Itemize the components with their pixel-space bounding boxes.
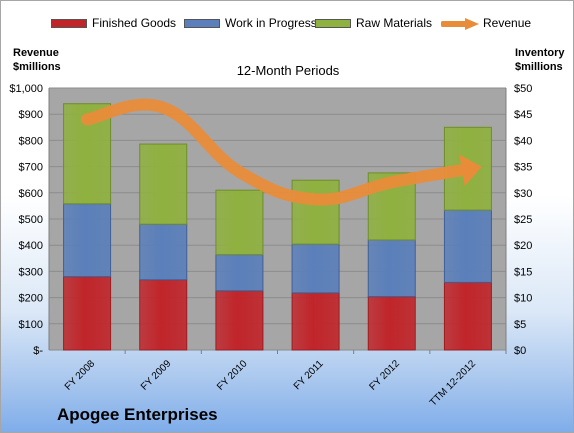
- bar-finished-goods: [139, 279, 188, 351]
- company-name: Apogee Enterprises: [57, 405, 218, 424]
- left-tick-label: $700: [19, 162, 43, 174]
- x-tick-label: FY 2009: [139, 358, 174, 393]
- x-tick-label: FY 2010: [215, 358, 250, 393]
- right-tick-label: $45: [514, 109, 532, 121]
- chart-title: 12-Month Periods: [236, 63, 340, 78]
- left-tick-label: $900: [19, 109, 43, 121]
- bar-raw-materials: [139, 143, 188, 225]
- bar-raw-materials: [291, 179, 340, 245]
- bar-work-in-progress: [215, 254, 264, 292]
- left-tick-label: $1,000: [9, 83, 43, 95]
- left-tick-label: $-: [33, 345, 43, 357]
- legend: Finished Goods Work in Progress Raw Mate…: [1, 11, 573, 37]
- bar-work-in-progress: [139, 223, 188, 281]
- x-tick-label: FY 2008: [63, 358, 98, 393]
- right-tick-label: $25: [514, 214, 532, 226]
- right-tick-label: $20: [514, 240, 532, 252]
- left-axis-title-line2: $millions: [13, 61, 61, 73]
- bar-finished-goods: [367, 296, 416, 351]
- right-axis-title: Inventory $millions: [515, 46, 565, 74]
- legend-swatch-revenue: [441, 18, 479, 30]
- left-tick-label: $300: [19, 266, 43, 278]
- right-axis-title-line1: Inventory: [515, 47, 565, 59]
- right-axis-title-line2: $millions: [515, 61, 563, 73]
- right-tick-label: $10: [514, 293, 532, 305]
- bar-work-in-progress: [291, 243, 340, 294]
- x-tick-label: TTM 12-2012: [428, 358, 479, 409]
- bar-raw-materials: [215, 189, 264, 256]
- legend-label-raw-materials: Raw Materials: [356, 16, 433, 30]
- x-tick-label: FY 2012: [367, 358, 402, 393]
- left-tick-label: $400: [19, 240, 43, 252]
- right-tick-label: $5: [514, 319, 526, 331]
- left-tick-label: $500: [19, 214, 43, 226]
- bar-finished-goods: [291, 292, 340, 351]
- legend-label-revenue: Revenue: [483, 16, 532, 30]
- left-tick-label: $200: [19, 293, 43, 305]
- right-tick-label: $30: [514, 188, 532, 200]
- left-tick-label: $800: [19, 135, 43, 147]
- bar-finished-goods: [215, 290, 264, 351]
- right-tick-label: $35: [514, 162, 532, 174]
- right-tick-label: $40: [514, 135, 532, 147]
- revenue-arrowhead: [459, 154, 482, 187]
- left-axis-title-line1: Revenue: [13, 47, 59, 59]
- bar-finished-goods: [63, 276, 112, 351]
- left-tick-label: $600: [19, 188, 43, 200]
- left-axis-title: Revenue $millions: [13, 46, 61, 74]
- legend-label-finished-goods: Finished Goods: [92, 16, 177, 30]
- right-tick-label: $50: [514, 83, 532, 95]
- bar-work-in-progress: [367, 239, 416, 298]
- legend-label-work-in-progress: Work in Progress: [225, 16, 317, 30]
- legend-swatch-raw-materials: [315, 19, 351, 28]
- x-tick-label: FY 2011: [292, 358, 326, 392]
- right-tick-label: $0: [514, 345, 526, 357]
- bar-work-in-progress: [443, 209, 492, 283]
- bar-work-in-progress: [63, 203, 112, 278]
- revenue-line: [81, 98, 474, 206]
- legend-swatch-finished-goods: [51, 19, 87, 28]
- right-tick-label: $15: [514, 266, 532, 278]
- left-tick-label: $100: [19, 319, 43, 331]
- bar-finished-goods: [443, 281, 492, 351]
- legend-swatch-work-in-progress: [184, 19, 220, 28]
